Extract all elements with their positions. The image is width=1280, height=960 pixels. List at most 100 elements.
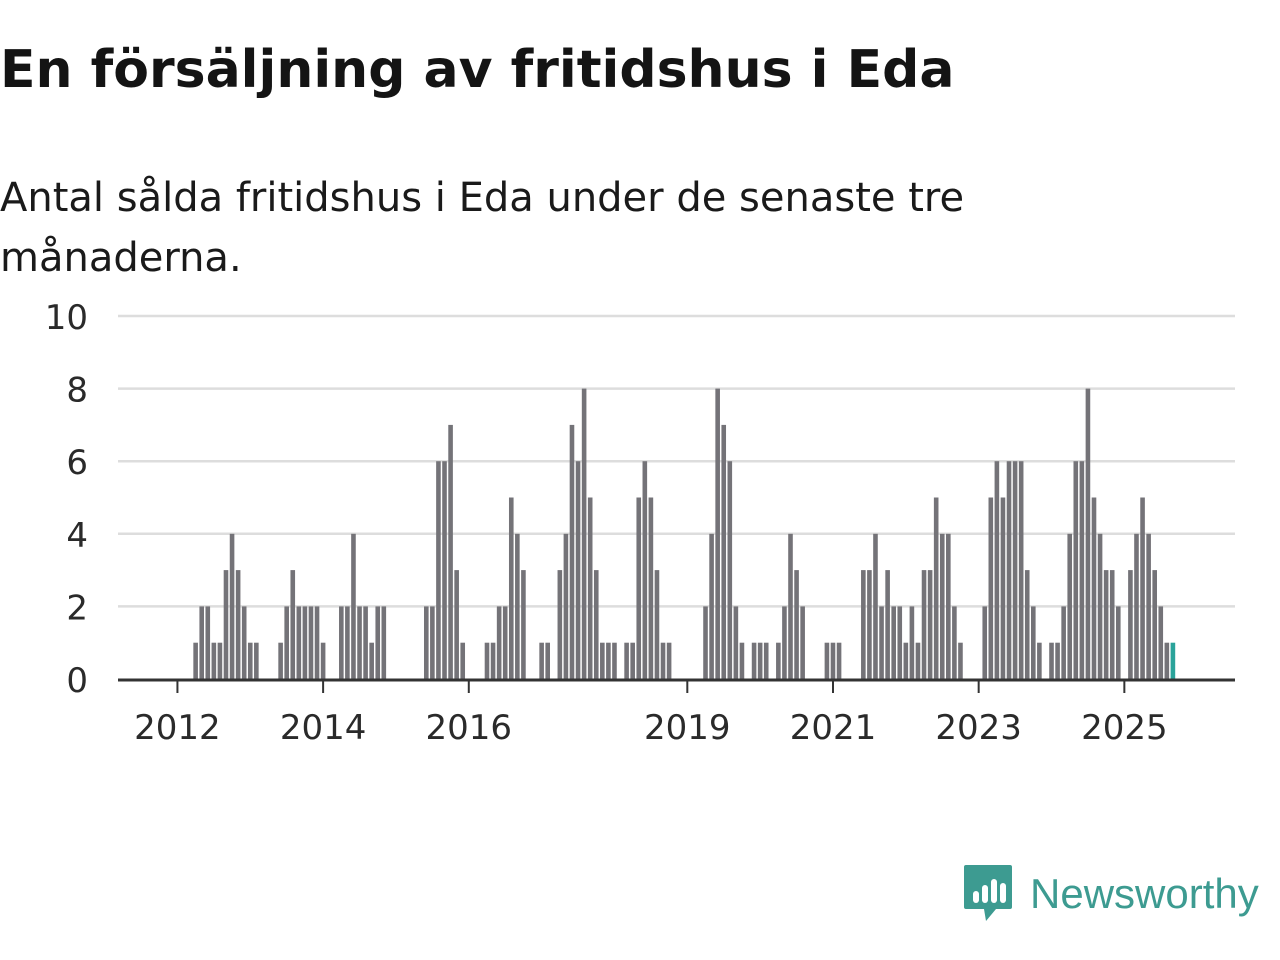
bar — [903, 642, 909, 679]
bar — [1012, 461, 1018, 679]
bars — [193, 388, 1176, 679]
bar — [454, 570, 459, 679]
bar — [897, 606, 903, 679]
y-tick-label: 10 — [45, 298, 88, 338]
bar — [721, 424, 727, 679]
bar — [278, 642, 283, 679]
bar — [247, 642, 253, 679]
brand-name: Newsworthy — [1030, 870, 1259, 917]
x-tick-label: 2014 — [280, 708, 367, 748]
bar-chart: 0 2 4 6 8 10 2012 2014 2016 2019 2021 2023 2025 1 — [45, 290, 1235, 748]
bar — [375, 606, 381, 679]
chart-title: En försäljning av fritidshus i Eda — [0, 40, 955, 100]
bar — [1079, 461, 1085, 679]
bar — [345, 606, 350, 679]
bar — [1140, 497, 1145, 679]
chart-subtitle: Antal sålda fritidshus i Eda under de se… — [0, 175, 965, 281]
bar — [284, 606, 289, 679]
bar — [1103, 570, 1109, 679]
bar — [915, 642, 921, 679]
bar — [666, 642, 672, 679]
x-tick-label: 2012 — [134, 708, 221, 748]
y-tick-label: 0 — [66, 661, 88, 701]
bar — [946, 533, 951, 679]
bar — [885, 570, 890, 679]
bar — [606, 642, 611, 679]
x-tick-label: 2025 — [1081, 708, 1168, 748]
bar — [557, 570, 563, 679]
bar — [296, 606, 302, 679]
bar — [800, 606, 805, 679]
bar — [867, 570, 872, 679]
bar — [1067, 533, 1073, 679]
bar — [830, 642, 836, 679]
bar — [442, 461, 447, 679]
bar — [369, 642, 374, 679]
bar — [290, 570, 296, 679]
bar — [1134, 533, 1139, 679]
bar — [782, 606, 787, 679]
bar — [320, 642, 326, 679]
bar — [1097, 533, 1103, 679]
bar — [988, 497, 994, 679]
bar — [1115, 606, 1121, 679]
bar — [351, 533, 356, 679]
newsworthy-logo-icon — [964, 865, 1012, 921]
bar — [569, 424, 575, 679]
bar — [836, 642, 842, 679]
bar — [715, 388, 720, 679]
bar — [460, 642, 466, 679]
bar — [703, 606, 708, 679]
bar — [648, 497, 654, 679]
bar — [581, 388, 587, 679]
grid-lines — [118, 314, 1235, 608]
bar — [223, 570, 229, 679]
bar — [241, 606, 247, 679]
bar — [909, 606, 915, 679]
y-tick-label: 6 — [66, 443, 88, 483]
bar — [563, 533, 569, 679]
bar — [1006, 461, 1012, 679]
bar — [199, 606, 205, 679]
x-tick-label: 2016 — [426, 708, 513, 748]
bar — [600, 642, 605, 679]
bar — [873, 533, 878, 679]
bar — [660, 642, 666, 679]
bar — [211, 642, 217, 679]
bar — [229, 533, 235, 679]
bar — [1049, 642, 1054, 679]
bar — [776, 642, 781, 679]
bar — [235, 570, 241, 679]
bar — [484, 642, 490, 679]
bar — [612, 642, 617, 679]
bar — [502, 606, 508, 679]
bar — [381, 606, 387, 679]
bar — [1073, 461, 1079, 679]
bar — [1091, 497, 1097, 679]
bar — [927, 570, 933, 679]
bar — [575, 461, 581, 679]
bar-latest — [1170, 642, 1176, 679]
bar — [339, 606, 344, 679]
bar — [939, 533, 945, 679]
bar — [788, 533, 793, 679]
bar — [994, 461, 1000, 679]
bar — [879, 606, 884, 679]
bar — [1061, 606, 1066, 679]
bar — [1085, 388, 1091, 679]
bar — [363, 606, 368, 679]
bar — [357, 606, 362, 679]
bar — [490, 642, 496, 679]
bar — [1158, 606, 1164, 679]
value-label-latest: 1 — [1176, 290, 1195, 298]
bar — [1146, 533, 1151, 679]
bar — [1000, 497, 1006, 679]
bar — [952, 606, 957, 679]
annotations: 1 — [1176, 290, 1195, 298]
bar — [436, 461, 441, 679]
bar — [314, 606, 320, 679]
y-tick-label: 4 — [66, 516, 88, 556]
bar — [448, 424, 453, 679]
bar — [545, 642, 550, 679]
bar — [521, 570, 526, 679]
